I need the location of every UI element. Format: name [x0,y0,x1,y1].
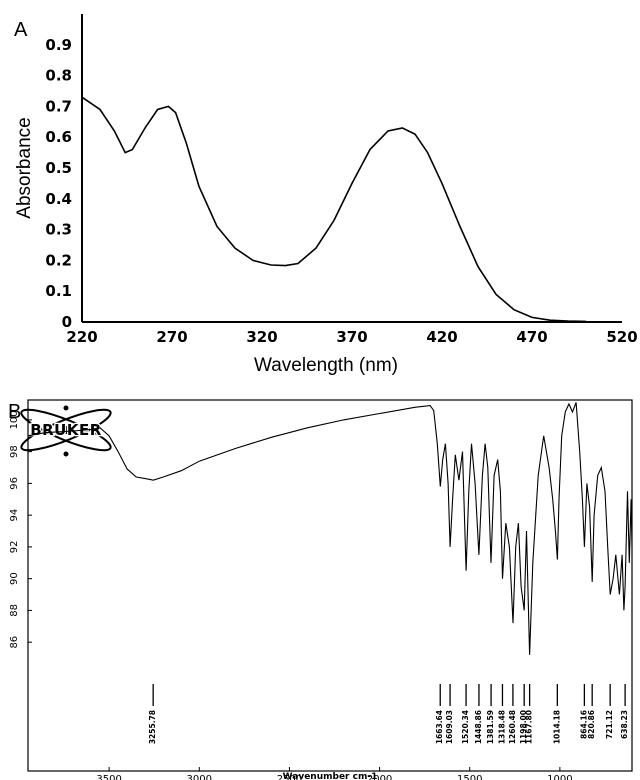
y-tick-label: 0.8 [45,67,72,85]
peak-label: 1198.00 [519,710,528,744]
panel-label-b: B [8,401,21,423]
y-tick-label: 90 [9,572,20,585]
y-tick-label: 96 [9,477,20,490]
x-tick-label: 370 [336,328,367,346]
transmittance-series-line [27,402,633,655]
y-tick-label: 0.9 [45,36,72,54]
x-axis-label: Wavelength (nm) [254,355,398,376]
y-tick-label: 0.2 [45,251,72,269]
peak-label: 1381.59 [486,710,495,744]
plot-frame [27,399,633,772]
logo-orbit-1 [20,408,112,452]
y-tick-label: 0 [62,313,72,331]
peak-label: 864.16 [579,710,588,739]
peak-label: 1520.34 [461,710,470,744]
x-axis-label: Wavenumber cm-1 [283,772,378,780]
y-tick-label: 92 [9,541,20,554]
y-tick-label: 0.5 [45,159,72,177]
peak-label: 1167.80 [525,710,534,744]
y-tick-label: 88 [9,604,20,617]
x-tick-label: 3000 [187,774,212,780]
y-tick-label: 0.4 [45,190,72,208]
peak-label: 1609.03 [445,710,454,744]
absorbance-series-line [81,96,587,323]
ftir-chart: B BRUKER 86 88 90 92 94 96 98 100 3500 3000 2500 2… [8,399,633,780]
peak-label: 1448.86 [474,710,483,744]
uv-vis-chart: A 0 0.1 0.2 0.3 0.4 0.5 0.6 0.7 0.8 0.9 220 270 320… [14,14,638,376]
y-tick-label: 0.1 [45,282,72,300]
logo-text: BRUKER [30,421,102,439]
x-tick-label: 1000 [547,774,572,780]
peak-label: 1318.48 [497,710,506,744]
logo-orbit-2 [20,408,112,452]
x-tick-label: 520 [606,328,637,346]
bruker-logo: BRUKER [20,405,112,457]
y-tick-label: 0.3 [45,221,72,239]
peak-label: 1260.48 [508,710,517,744]
x-tick-label: 320 [246,328,277,346]
peak-label: 1014.18 [552,710,561,744]
peak-label: 1663.64 [435,710,444,744]
x-tick-label: 2500 [277,774,302,780]
y-tick-label: 100 [9,410,20,429]
y-tick-label: 0.6 [45,128,72,146]
logo-electron-1 [63,405,69,411]
panel-label-a: A [14,19,28,41]
x-tick-label: 2000 [367,774,392,780]
x-tick-label: 470 [516,328,547,346]
peak-label: 3255.78 [148,710,157,744]
peak-label: 638.23 [620,710,629,739]
peak-label: 820.86 [587,710,596,739]
x-tick-label: 420 [426,328,457,346]
logo-electron-2 [63,451,69,457]
uv-vis-panel: A 0 0.1 0.2 0.3 0.4 0.5 0.6 0.7 0.8 0.9 220 270 320… [14,14,638,376]
x-tick-label: 1500 [457,774,482,780]
y-axis-label: Absorbance [14,117,35,218]
y-tick-label: 86 [9,636,20,649]
x-tick-label: 220 [66,328,97,346]
peak-label: 721.12 [605,710,614,739]
x-tick-label: 3500 [96,774,121,780]
x-tick-label: 270 [156,328,187,346]
ftir-panel: B BRUKER 86 88 90 92 94 96 98 100 3500 3000 2500 2… [0,392,640,780]
y-tick-label: 0.7 [45,97,72,115]
y-tick-label: 98 [9,445,20,458]
y-tick-label: 94 [9,509,20,522]
